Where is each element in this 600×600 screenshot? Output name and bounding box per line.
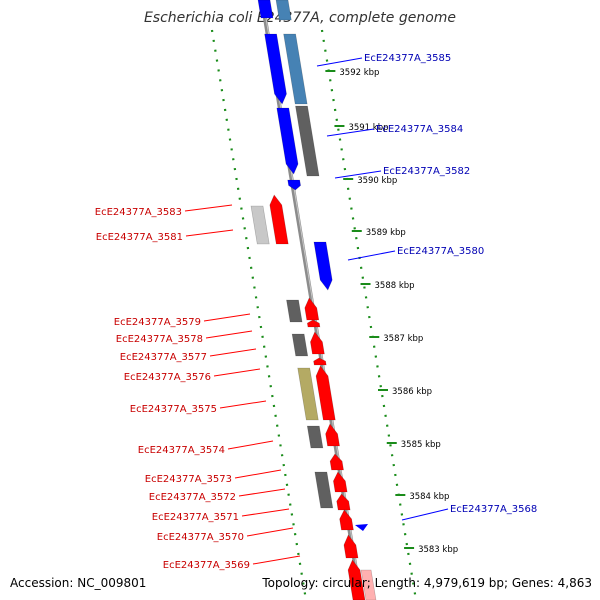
- forward-label-leader: [334, 170, 382, 179]
- forward-cds-arrow: [313, 241, 333, 291]
- forward-cds-arrow: [276, 107, 299, 175]
- kbp-tick-label: 3591 kbp: [348, 123, 388, 133]
- kbp-tick-label: 3585 kbp: [401, 440, 441, 450]
- reverse-gene-label: EcE24377A_3575: [130, 404, 217, 415]
- reverse-cds-arrow: [269, 194, 289, 245]
- kbp-tick-label: 3589 kbp: [366, 228, 406, 238]
- gray-feature: [286, 299, 303, 323]
- reverse-cds-arrow: [306, 319, 321, 328]
- kbp-tick-label: 3590 kbp: [357, 176, 397, 186]
- olive-feature: [297, 367, 319, 421]
- gray-feature: [306, 425, 324, 449]
- reverse-label-leader: [238, 488, 286, 497]
- reverse-cds-arrow: [336, 493, 351, 511]
- forward-gene-label: EcE24377A_3580: [397, 246, 484, 257]
- forward-gene-label: EcE24377A_3582: [383, 166, 470, 177]
- forward-cds-arrow: [264, 33, 287, 105]
- reverse-gene-label: EcE24377A_3576: [124, 372, 211, 383]
- forward-label-leader: [347, 250, 396, 261]
- forward-cds-small-arrow: [355, 524, 368, 531]
- accession-label: Accession: NC_009801: [10, 576, 147, 590]
- gray-feature: [314, 471, 334, 509]
- forward-label-leader: [326, 128, 375, 137]
- reverse-gene-label: EcE24377A_3573: [145, 474, 232, 485]
- tick-track-inner: [210, 29, 308, 600]
- reverse-label-leader: [241, 508, 290, 517]
- reverse-label-leader: [203, 313, 251, 322]
- reverse-label-leader: [213, 368, 261, 377]
- forward-gene-label: EcE24377A_3568: [450, 504, 537, 515]
- kbp-tick-label: 3586 kbp: [392, 387, 432, 397]
- kbp-tick-label: 3588 kbp: [375, 281, 415, 291]
- reverse-cds-arrow: [333, 471, 348, 493]
- reverse-gene-label: EcE24377A_3570: [157, 532, 244, 543]
- reverse-cds-arrow: [329, 453, 344, 471]
- faint-reverse-feature: [360, 569, 377, 600]
- reverse-cds-arrow: [315, 365, 336, 421]
- forward-label-leader: [401, 508, 449, 521]
- kbp-tick-label: 3583 kbp: [418, 545, 458, 555]
- reverse-label-leader: [205, 330, 253, 339]
- reverse-gene-label: EcE24377A_3577: [120, 352, 207, 363]
- forward-cds-arrow: [287, 179, 301, 191]
- reverse-cds-arrow: [343, 534, 359, 559]
- forward-gene-label: EcE24377A_3585: [364, 53, 451, 64]
- reverse-gene-label: EcE24377A_3569: [163, 560, 250, 571]
- reverse-label-leader: [252, 555, 301, 565]
- reverse-gene-label: EcE24377A_3571: [152, 512, 239, 523]
- reverse-cds-arrow: [304, 297, 320, 321]
- reverse-gene-label: EcE24377A_3572: [149, 492, 236, 503]
- gray-feature: [295, 105, 320, 177]
- forward-label-leader: [316, 57, 363, 67]
- reverse-label-leader: [227, 440, 274, 450]
- kbp-tick-label: 3587 kbp: [383, 334, 423, 344]
- reverse-cds-arrow: [310, 331, 325, 355]
- reverse-gene-label: EcE24377A_3581: [96, 232, 183, 243]
- steel-blue-feature: [283, 33, 308, 105]
- reverse-label-leader: [184, 204, 233, 212]
- reverse-gene-label: EcE24377A_3579: [114, 317, 201, 328]
- tick-track-outer: [320, 29, 418, 600]
- gray-feature: [291, 333, 309, 357]
- reverse-cds-arrow: [347, 559, 366, 600]
- reverse-label-leader: [246, 527, 294, 537]
- reverse-gene-label: EcE24377A_3578: [116, 334, 203, 345]
- steel-blue-feature: [275, 0, 292, 21]
- reverse-label-leader: [219, 400, 267, 409]
- genome-info: Topology: circular; Length: 4,979,619 bp…: [262, 576, 592, 590]
- map-title: Escherichia coli E24377A, complete genom…: [143, 10, 457, 26]
- kbp-tick-label: 3584 kbp: [409, 492, 449, 502]
- kbp-tick-label: 3592 kbp: [339, 68, 379, 78]
- reverse-label-leader: [185, 229, 234, 237]
- reverse-cds-arrow: [313, 357, 327, 366]
- reverse-label-leader: [209, 348, 257, 357]
- forward-gene-label: EcE24377A_3584: [376, 124, 463, 135]
- reverse-label-leader: [234, 469, 282, 479]
- reverse-cds-arrow: [325, 423, 340, 447]
- reverse-gene-label: EcE24377A_3583: [95, 207, 182, 218]
- light-gray-feature: [250, 205, 270, 245]
- forward-cds-arrow: [257, 0, 274, 19]
- reverse-gene-label: EcE24377A_3574: [138, 445, 225, 456]
- reverse-cds-arrow: [339, 509, 354, 531]
